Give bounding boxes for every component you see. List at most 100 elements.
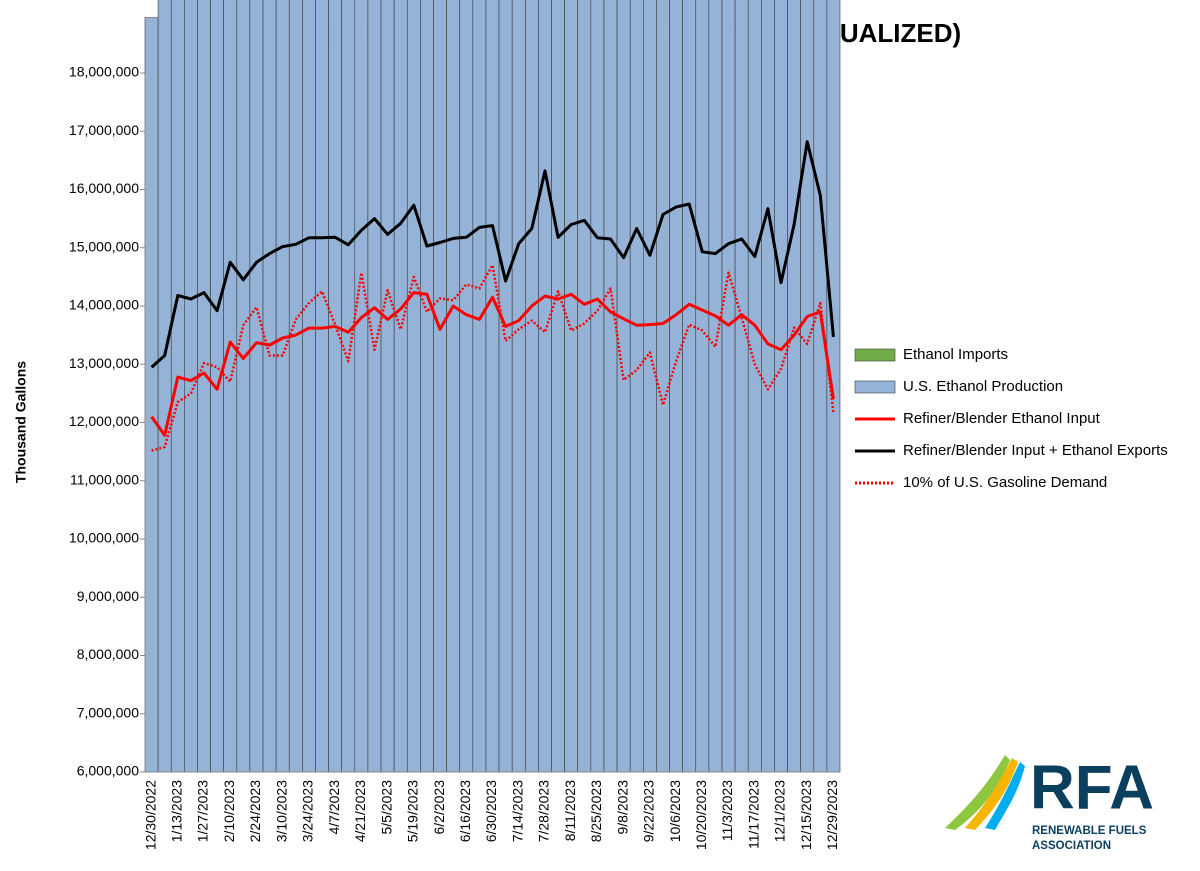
- bar: [721, 0, 736, 773]
- bar: [420, 0, 434, 773]
- y-tick-label: 11,000,000: [70, 471, 139, 487]
- x-tick-label: 2/10/2023: [221, 780, 237, 842]
- logo-text: RFA: [1030, 753, 1154, 822]
- bar: [459, 0, 474, 773]
- legend-label: Ethanol Imports: [903, 346, 1008, 363]
- line: [150, 291, 835, 437]
- x-tick-label: 10/20/2023: [693, 780, 709, 850]
- bar: [433, 0, 447, 773]
- bar: [800, 0, 815, 773]
- y-tick-label: 6,000,000: [77, 763, 139, 779]
- legend-label: U.S. Ethanol Production: [903, 378, 1063, 395]
- bar: [354, 0, 369, 773]
- y-tick-label: 10,000,000: [69, 530, 139, 546]
- legend-swatch: [854, 348, 896, 362]
- bar: [275, 0, 290, 773]
- x-tick-label: 6/30/2023: [483, 780, 499, 842]
- x-tick-label: 1/13/2023: [168, 780, 184, 842]
- x-tick-label: 9/22/2023: [641, 780, 657, 842]
- bar: [144, 17, 159, 773]
- bar: [511, 0, 526, 773]
- x-tick-label: 3/24/2023: [300, 780, 316, 842]
- bar: [524, 0, 539, 773]
- x-tick-label: 11/17/2023: [745, 780, 761, 849]
- bar: [446, 0, 461, 773]
- bar: [406, 0, 421, 773]
- y-tick-label: 14,000,000: [69, 297, 139, 313]
- bar: [197, 0, 211, 773]
- bar: [498, 0, 513, 773]
- bar: [249, 0, 264, 773]
- legend-label: Refiner/Blender Input + Ethanol Exports: [903, 442, 1168, 459]
- bar: [315, 0, 329, 773]
- x-tick-label: 8/11/2023: [562, 780, 578, 841]
- y-tick-label: 18,000,000: [69, 64, 139, 80]
- logo-swoosh: [965, 758, 1018, 830]
- x-tick-label: 5/19/2023: [405, 780, 421, 842]
- bar: [577, 0, 592, 773]
- x-tick-label: 6/2/2023: [431, 780, 447, 835]
- y-tick-label: 7,000,000: [77, 704, 139, 720]
- y-tick-label: 13,000,000: [69, 355, 139, 371]
- bar: [302, 0, 316, 773]
- y-tick-label: 8,000,000: [77, 646, 139, 662]
- bar: [485, 0, 500, 773]
- x-tick-label: 9/8/2023: [614, 780, 630, 835]
- x-tick-label: 3/10/2023: [273, 780, 289, 842]
- y-tick-label: 15,000,000: [69, 238, 139, 254]
- bar: [787, 0, 801, 773]
- bar: [380, 0, 395, 773]
- bar: [747, 0, 762, 773]
- bar: [813, 0, 828, 773]
- logo-swoosh: [945, 755, 1010, 830]
- y-tick-label: 12,000,000: [69, 413, 139, 429]
- legend-label: Refiner/Blender Ethanol Input: [903, 410, 1101, 427]
- bar: [669, 0, 683, 773]
- bar: [262, 0, 277, 773]
- bar: [157, 0, 172, 773]
- bar: [774, 0, 788, 773]
- bar: [367, 0, 382, 773]
- y-tick-label: 9,000,000: [77, 588, 139, 604]
- bar: [551, 0, 565, 773]
- logo-swoosh: [985, 762, 1025, 830]
- x-tick-label: 11/3/2023: [719, 780, 735, 841]
- x-tick-label: 1/27/2023: [195, 780, 211, 842]
- x-tick-label: 8/25/2023: [588, 780, 604, 842]
- bar: [328, 0, 342, 773]
- x-tick-label: 10/6/2023: [667, 780, 683, 842]
- bar: [538, 0, 552, 773]
- x-tick-label: 7/14/2023: [509, 780, 525, 842]
- logo-subtext: ASSOCIATION: [1032, 840, 1111, 852]
- y-tick-label: 17,000,000: [69, 122, 139, 138]
- x-tick-label: 12/1/2023: [772, 780, 788, 842]
- bar: [643, 0, 657, 773]
- legend-label: 10% of U.S. Gasoline Demand: [903, 474, 1107, 491]
- x-tick-label: 12/30/2022: [142, 780, 158, 850]
- y-axis-title: Thousand Gallons: [13, 361, 29, 483]
- bar: [708, 0, 723, 773]
- x-tick-label: 6/16/2023: [457, 780, 473, 842]
- bar: [826, 0, 841, 773]
- bar: [393, 0, 408, 773]
- bar: [656, 0, 670, 773]
- x-tick-label: 4/21/2023: [352, 780, 368, 842]
- x-tick-label: 7/28/2023: [536, 780, 552, 842]
- bar: [236, 0, 251, 773]
- bar: [629, 0, 644, 773]
- line: [151, 263, 835, 452]
- bar: [682, 0, 697, 773]
- x-tick-label: 5/5/2023: [378, 780, 394, 835]
- bar: [616, 0, 631, 773]
- bar: [288, 0, 303, 773]
- line: [150, 140, 835, 369]
- legend-swatch: [854, 380, 896, 394]
- bar: [341, 0, 356, 773]
- bar: [184, 0, 198, 773]
- x-tick-label: 2/24/2023: [247, 780, 263, 842]
- logo: RFA RENEWABLE FUELS ASSOCIATION: [945, 753, 1154, 852]
- bar: [170, 0, 185, 773]
- bar: [472, 0, 487, 773]
- bar: [603, 0, 618, 773]
